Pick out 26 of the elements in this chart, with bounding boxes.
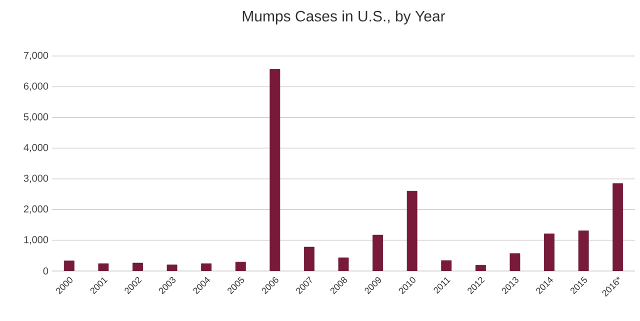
bar bbox=[510, 253, 520, 271]
y-tick-label: 3,000 bbox=[24, 174, 48, 183]
bar bbox=[64, 260, 74, 271]
y-tick-label: 0 bbox=[43, 267, 48, 275]
bar bbox=[338, 258, 349, 271]
y-tick-label: 4,000 bbox=[24, 144, 48, 152]
bar bbox=[304, 246, 314, 271]
bar bbox=[578, 230, 589, 271]
y-tick-label: 2,000 bbox=[24, 205, 48, 214]
y-tick-label: 7,000 bbox=[24, 52, 48, 60]
bar bbox=[372, 234, 383, 271]
bar bbox=[98, 263, 109, 271]
bar bbox=[475, 264, 486, 271]
bar bbox=[235, 262, 246, 271]
bar bbox=[270, 69, 280, 271]
bar bbox=[441, 260, 452, 271]
y-tick-label: 1,000 bbox=[24, 236, 48, 244]
bar bbox=[201, 263, 212, 271]
bar bbox=[166, 264, 178, 271]
chart-title: Mumps Cases in U.S., by Year bbox=[242, 10, 446, 24]
bar bbox=[544, 234, 554, 271]
y-tick-label: 6,000 bbox=[24, 82, 48, 91]
bar bbox=[612, 183, 624, 271]
bar bbox=[132, 262, 143, 271]
y-tick-label: 5,000 bbox=[24, 113, 48, 122]
bar bbox=[406, 190, 418, 271]
